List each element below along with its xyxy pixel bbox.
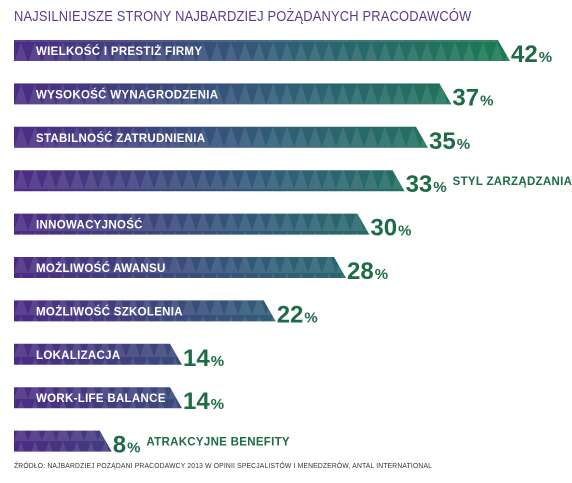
bar-row: WIELKOŚĆ I PRESTIŻ FIRMY 42% bbox=[14, 40, 552, 68]
bar-category-label: MOŻLIWOŚĆ AWANSU bbox=[36, 262, 166, 275]
bar-row: MOŻLIWOŚĆ AWANSU 28% bbox=[14, 257, 388, 285]
bar-category-label: STYL ZARZĄDZANIA I KULTURA ORGANIZACYJNA… bbox=[453, 176, 572, 188]
chart-title: NAJSILNIEJSZE STRONY NAJBARDZIEJ POŻĄDAN… bbox=[14, 8, 472, 25]
bar-texture bbox=[14, 126, 428, 148]
bar-texture bbox=[14, 170, 405, 192]
bar-value-label: 8% bbox=[113, 432, 141, 459]
bar-category-label: WYSOKOŚĆ WYNAGRODZENIA bbox=[36, 88, 218, 101]
bar-row: LOKALIZACJA 14% bbox=[14, 343, 224, 372]
bar-category-label: ATRAKCYJNE BENEFITY bbox=[146, 437, 290, 449]
bar-texture bbox=[14, 300, 276, 322]
bar-row: STABILNOŚĆ ZATRUDNIENIA 35% bbox=[14, 126, 470, 155]
bar-row: INNOWACYJNOŚĆ 30% bbox=[14, 213, 411, 242]
bar-texture bbox=[14, 387, 182, 409]
bar-value-label: 35% bbox=[429, 128, 470, 155]
bar-value-label: 22% bbox=[277, 301, 318, 328]
bar-texture bbox=[14, 40, 510, 61]
bar-category-label: WIELKOŚĆ I PRESTIŻ FIRMY bbox=[36, 45, 202, 58]
bar-value-label: 14% bbox=[183, 388, 224, 415]
bar-value-label: 28% bbox=[347, 258, 388, 285]
bar-texture bbox=[14, 343, 182, 365]
bar-texture bbox=[14, 83, 452, 105]
bar-value-label: 33% bbox=[406, 171, 447, 198]
chart-source: ŹRÓDŁO: NAJBARDZIEJ POŻĄDANI PRACODAWCY … bbox=[14, 461, 433, 470]
bar-value-label: 37% bbox=[452, 84, 493, 111]
bar-row: MOŻLIWOŚĆ SZKOLENIA 22% bbox=[14, 300, 318, 328]
bar-category-label: INNOWACYJNOŚĆ bbox=[36, 219, 143, 232]
bar-texture bbox=[14, 257, 346, 278]
bar-row: 33% STYL ZARZĄDZANIA I KULTURA ORGANIZACY… bbox=[14, 170, 572, 198]
bar-value-label: 30% bbox=[370, 215, 411, 242]
bar-value-label: 14% bbox=[183, 345, 224, 372]
bar-row: WYSOKOŚĆ WYNAGRODZENIA 37% bbox=[14, 83, 493, 111]
bar-texture bbox=[14, 430, 112, 452]
bar-category-label: STABILNOŚĆ ZATRUDNIENIA bbox=[36, 132, 205, 145]
bar-category-label: MOŻLIWOŚĆ SZKOLENIA bbox=[36, 305, 183, 318]
bar-category-label: WORK-LIFE BALANCE bbox=[36, 393, 166, 405]
bar-row: WORK-LIFE BALANCE 14% bbox=[14, 387, 224, 415]
bar-value-label: 42% bbox=[511, 41, 552, 68]
bar-row: 8% ATRAKCYJNE BENEFITY bbox=[14, 430, 290, 459]
bar-texture bbox=[14, 213, 370, 235]
bar-category-label: LOKALIZACJA bbox=[36, 350, 120, 362]
